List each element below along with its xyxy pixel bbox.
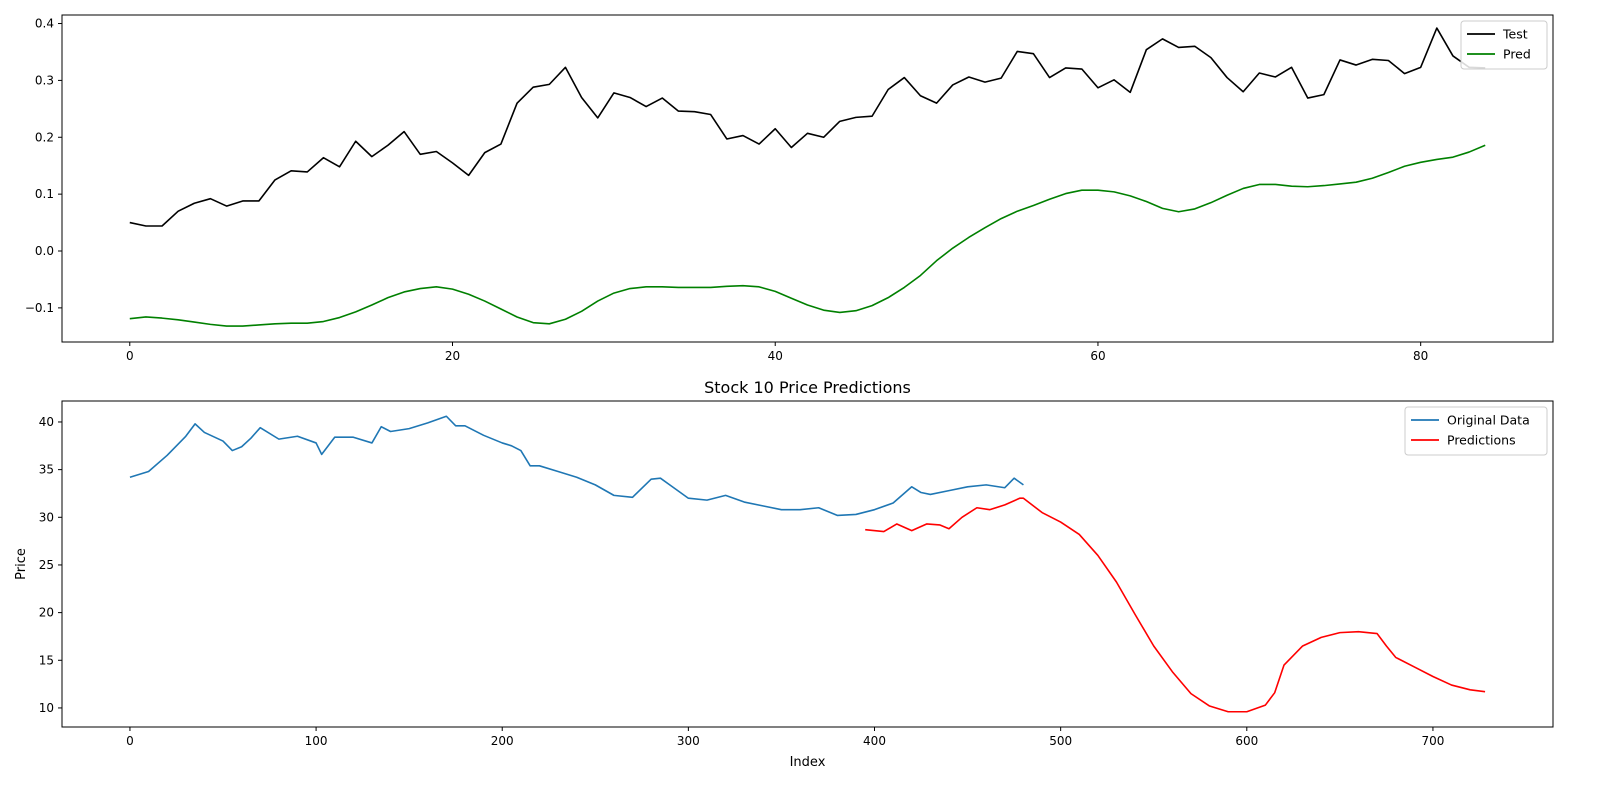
y-tick-label: 15 [39,653,54,667]
y-tick-label: 0.1 [35,187,54,201]
y-tick-label: 10 [39,701,54,715]
y-tick-label: −0.1 [25,301,54,315]
y-tick-label: 35 [39,463,54,477]
x-tick-label: 500 [1049,734,1072,748]
y-axis-label: Price [14,548,29,580]
legend-label: Test [1502,27,1528,42]
series-line-original-data [129,415,1024,517]
x-tick-label: 700 [1421,734,1444,748]
x-tick-label: 20 [445,349,460,363]
x-axis-label: Index [790,755,826,770]
x-tick-label: 60 [1090,349,1105,363]
legend-box [1460,20,1548,70]
chart-title: Stock 10 Price Predictions [704,378,911,397]
stock-price-predictions-chart: Stock 10 Price Predictions 0 100 200 300 400 5… [14,378,1554,770]
x-tick-label: 80 [1413,349,1428,363]
y-tick-label: 0.0 [35,244,54,258]
x-tick-label: 200 [491,734,514,748]
y-tick-label: 30 [39,510,54,524]
y-tick-label: 0.2 [35,130,54,144]
x-tick-label: 600 [1235,734,1258,748]
y-tick-label: 20 [39,606,54,620]
y-tick-label: 0.4 [35,17,54,31]
series-line-test [129,27,1486,227]
plot-frame [61,400,1554,728]
y-tick-label: 25 [39,558,54,572]
test-vs-pred-chart: 0 20 40 60 80 −0.1 0.0 0.1 0.2 0.3 0.4 Test Pred [25,14,1554,363]
series-line-predictions [865,497,1486,713]
y-tick-label: 40 [39,415,54,429]
legend-box [1404,406,1548,456]
series-line-pred [129,144,1486,327]
x-tick-label: 100 [305,734,328,748]
x-tick-label: 40 [768,349,783,363]
legend-label: Original Data [1447,413,1530,428]
x-tick-label: 400 [863,734,886,748]
x-tick-label: 0 [126,349,134,363]
x-tick-label: 0 [126,734,134,748]
plot-frame [61,14,1554,343]
x-tick-label: 300 [677,734,700,748]
y-tick-label: 0.3 [35,73,54,87]
legend-label: Predictions [1447,433,1516,448]
legend-label: Pred [1503,47,1531,62]
